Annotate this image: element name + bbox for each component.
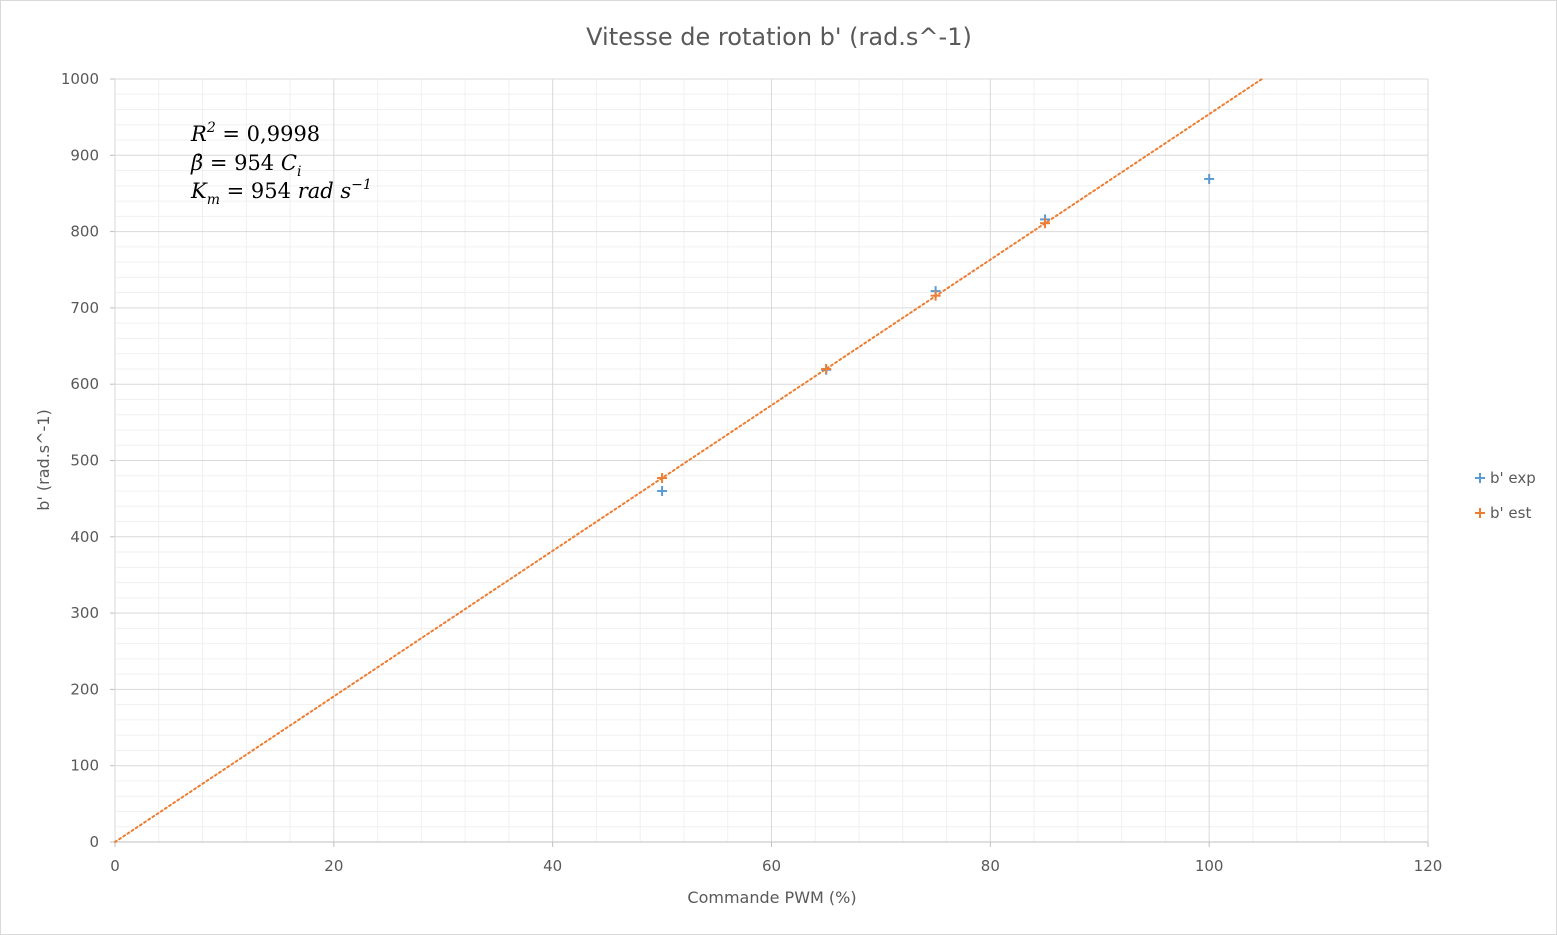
x-tick-label: 0 xyxy=(110,857,120,875)
y-tick-label: 500 xyxy=(70,452,99,470)
data-point-series-1 xyxy=(1204,173,1215,184)
data-point-series-2 xyxy=(657,473,668,484)
legend-marker xyxy=(1475,508,1485,518)
y-tick-label: 200 xyxy=(70,680,99,698)
major-gridlines xyxy=(115,78,1429,842)
beta-line: β̇ = 954 Ci xyxy=(190,151,301,180)
trendline-path xyxy=(114,78,1263,843)
axes xyxy=(110,78,1429,847)
data-point-series-2 xyxy=(821,363,832,374)
x-tick-label: 60 xyxy=(762,857,781,875)
trendline xyxy=(114,78,1263,843)
data-point-series-2 xyxy=(930,290,941,301)
y-axis-label: b' (rad.s^-1) xyxy=(34,409,53,510)
legend: b' exp b' est xyxy=(1475,469,1536,522)
chart-title: Vitesse de rotation b' (rad.s^-1) xyxy=(586,23,972,51)
y-tick-label: 300 xyxy=(70,604,99,622)
legend-marker xyxy=(1475,473,1485,483)
data-point-series-2 xyxy=(1040,218,1051,229)
legend-item-series-2: b' est xyxy=(1475,504,1531,522)
r-squared-line: R2 = 0,9998 xyxy=(190,120,320,146)
fit-annotation: R2 = 0,9998 β̇ = 954 Ci Km = 954 rad s−1 xyxy=(190,120,372,208)
y-tick-label: 800 xyxy=(70,223,99,241)
y-tick-label: 700 xyxy=(70,299,99,317)
data-points xyxy=(657,173,1215,497)
y-tick-label: 0 xyxy=(89,833,99,851)
y-tick-label: 1000 xyxy=(61,70,99,88)
x-tick-label: 40 xyxy=(543,857,562,875)
y-tick-label: 400 xyxy=(70,528,99,546)
legend-label: b' exp xyxy=(1490,469,1536,487)
km-line: Km = 954 rad s−1 xyxy=(190,177,372,208)
legend-item-series-1: b' exp xyxy=(1475,469,1536,487)
x-axis-label: Commande PWM (%) xyxy=(687,888,856,907)
y-tick-label: 100 xyxy=(70,757,99,775)
y-tick-label: 900 xyxy=(70,146,99,164)
x-tick-label: 80 xyxy=(981,857,1000,875)
y-tick-label: 600 xyxy=(70,375,99,393)
legend-label: b' est xyxy=(1490,504,1531,522)
tick-labels: 0 20 40 60 80 100 120 0 100 200 300 400 500 600 700 800… xyxy=(61,70,1443,875)
x-tick-label: 100 xyxy=(1195,857,1224,875)
data-point-series-1 xyxy=(657,486,668,497)
x-tick-label: 120 xyxy=(1414,857,1443,875)
x-tick-label: 20 xyxy=(324,857,343,875)
